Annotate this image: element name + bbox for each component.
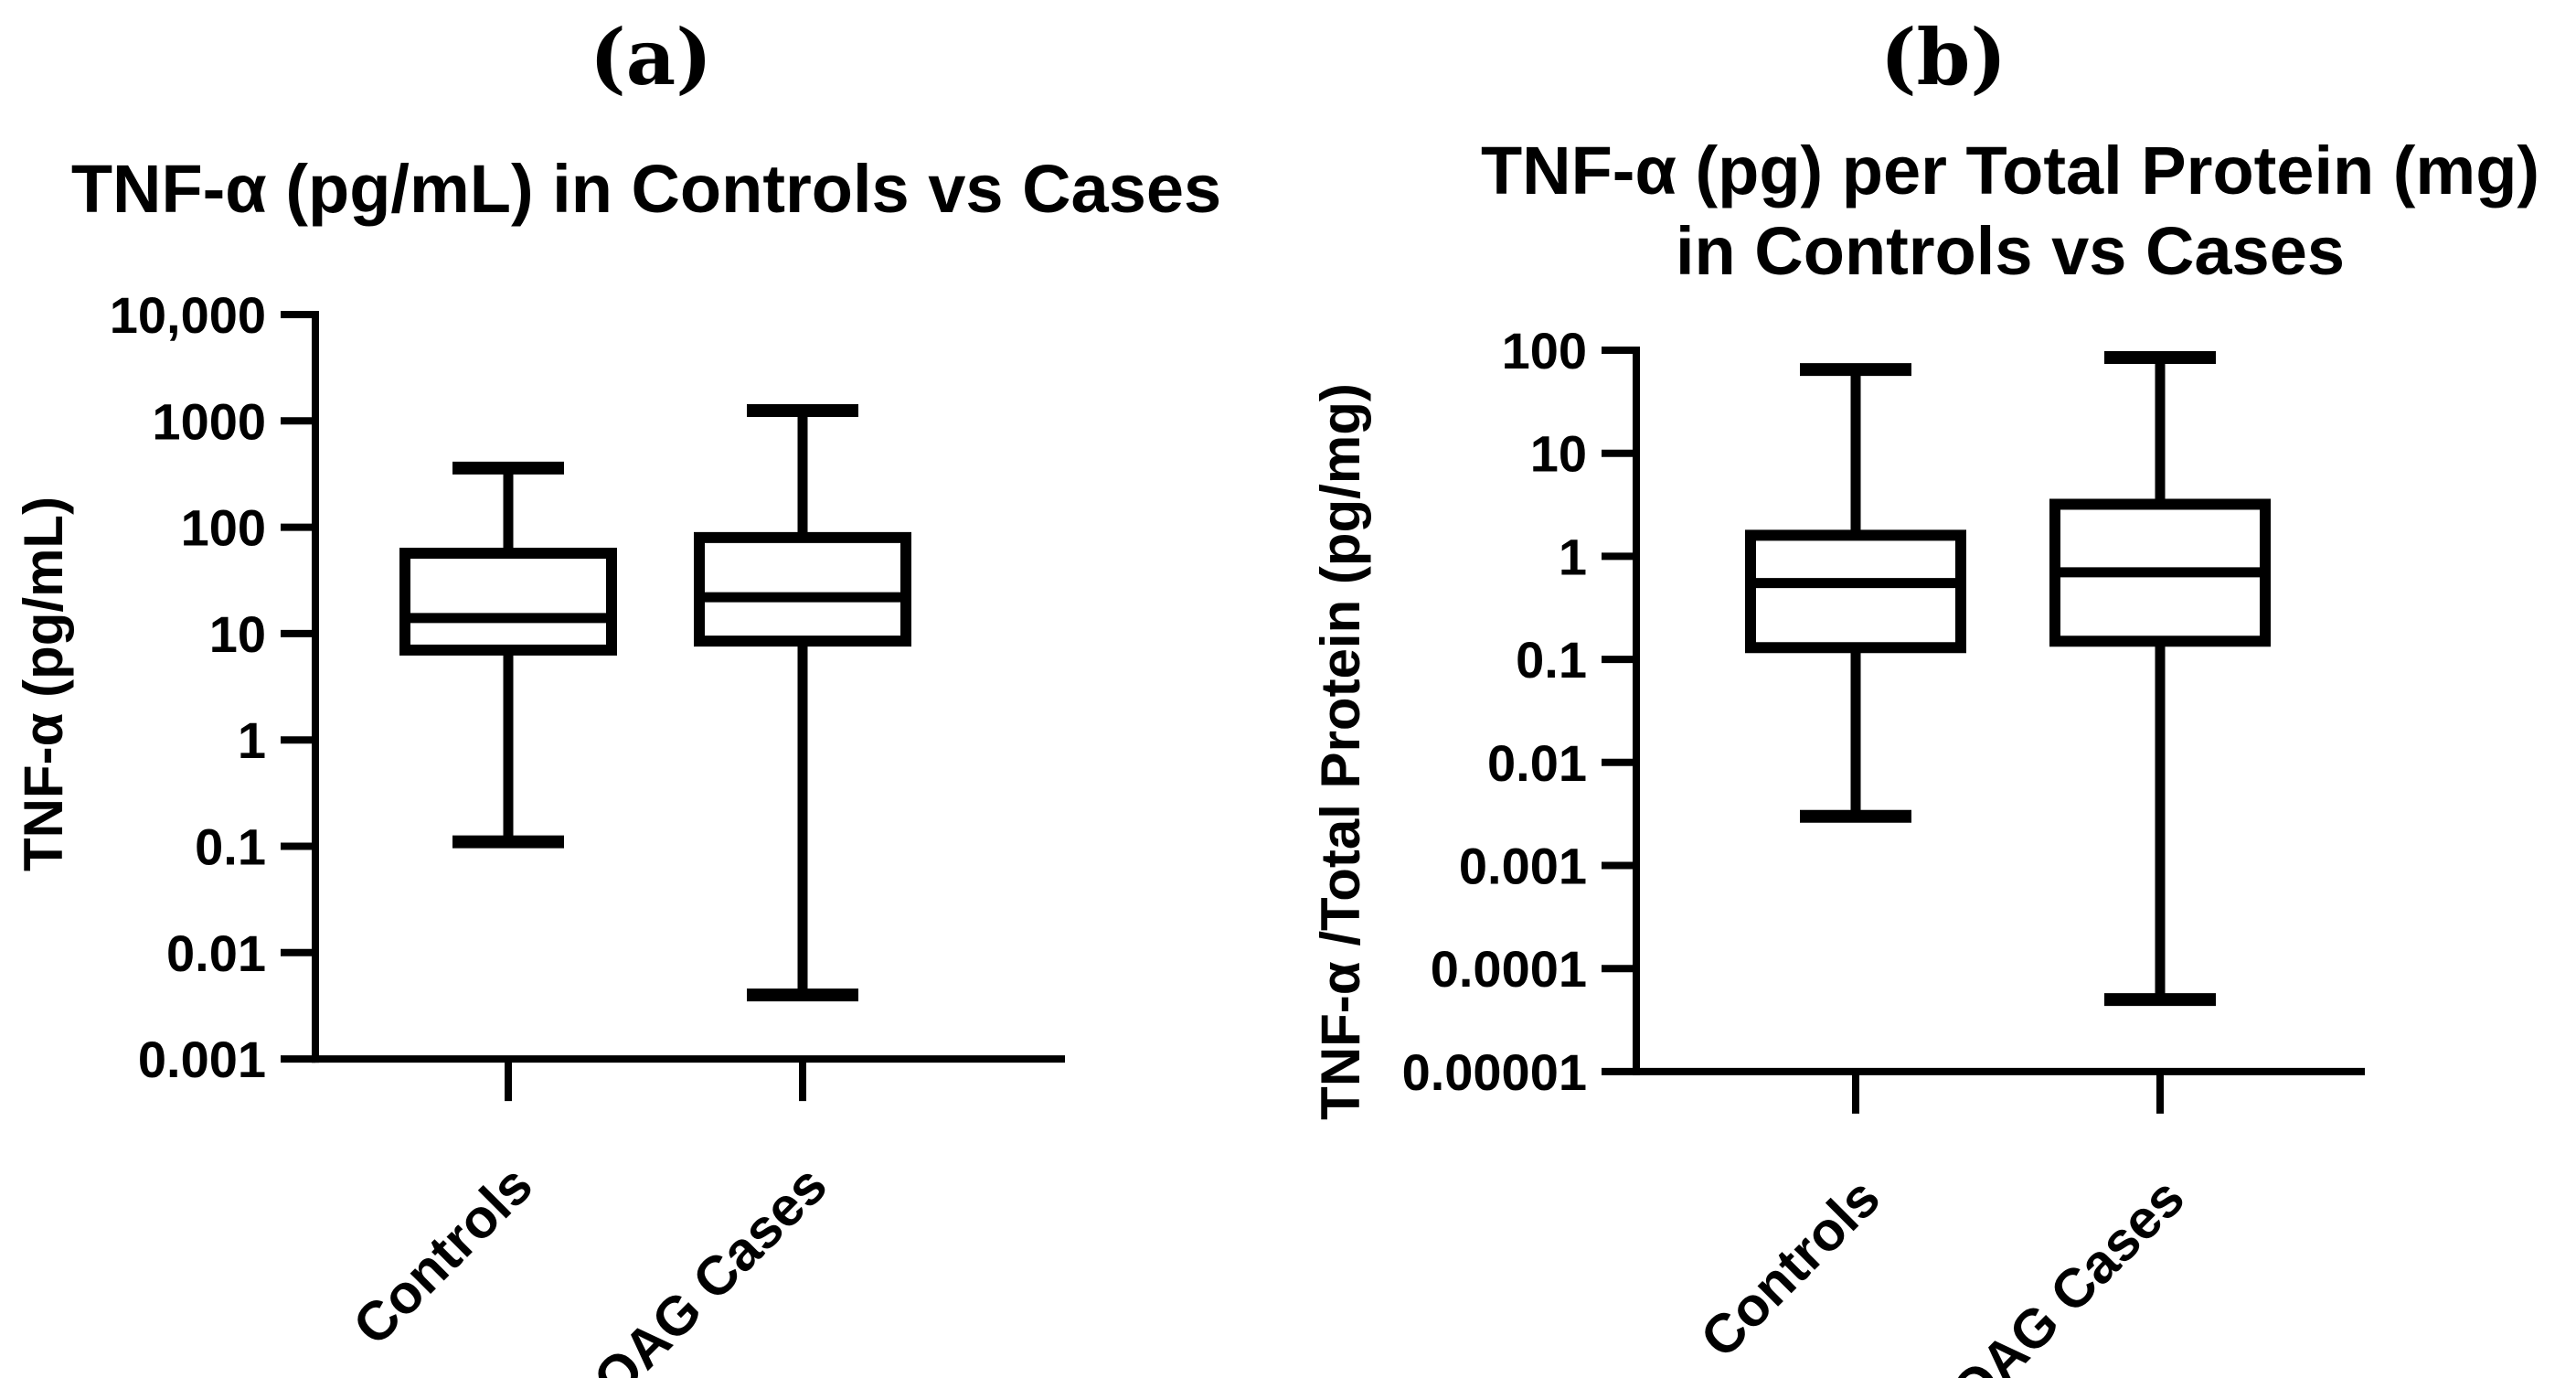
y-tick-label: 100	[181, 499, 266, 557]
category-label: POAG Cases	[556, 1154, 838, 1378]
panel-a: (a) TNF-α (pg/mL) in Controls vs Cases T…	[13, 12, 1221, 1378]
y-tick-label: 0.00001	[1402, 1043, 1587, 1101]
y-tick-label: 0.1	[1516, 631, 1587, 689]
box-rect	[1745, 529, 1966, 654]
panel-b-plot: (b) TNF-α (pg) per Total Protein (mg) in…	[1310, 12, 2539, 1378]
y-tick-label: 1000	[152, 392, 266, 450]
y-tick-label: 10,000	[110, 286, 266, 344]
panel-a-y-axis-label: TNF-α (pg/mL)	[13, 497, 74, 871]
y-tick-label: 0.01	[166, 924, 266, 982]
panel-b-title-line-2: in Controls vs Cases	[1676, 213, 2345, 289]
y-tick-label: 0.001	[138, 1031, 266, 1088]
panel-b-y-axis-label: TNF-α /Total Protein (pg/mg)	[1310, 383, 1371, 1120]
panel-b-title-line-1: TNF-α (pg) per Total Protein (mg)	[1481, 133, 2539, 208]
y-tick-label: 10	[209, 605, 266, 663]
box-rect	[694, 531, 911, 647]
category-label: Controls	[341, 1154, 544, 1357]
panel-b-tag: (b)	[1880, 12, 2007, 102]
y-tick-label: 1	[238, 711, 266, 769]
y-tick-label: 0.1	[195, 818, 266, 876]
category-label: POAG Cases	[1913, 1167, 2196, 1378]
panel-a-title: TNF-α (pg/mL) in Controls vs Cases	[71, 151, 1221, 227]
panel-a-plot: (a) TNF-α (pg/mL) in Controls vs Cases T…	[13, 12, 1221, 1378]
panel-a-tag: (a)	[590, 12, 712, 102]
y-tick-label: 0.0001	[1431, 940, 1587, 998]
y-tick-label: 100	[1502, 322, 1587, 379]
panel-a-plot-area: 10,000 1000 100 10 1 0.1 0.01 0.001 Controls POAG…	[110, 286, 1065, 1378]
y-tick-label: 1	[1559, 528, 1587, 585]
box-rect	[399, 547, 617, 656]
y-tick-label: 0.001	[1459, 838, 1587, 895]
category-label: Controls	[1688, 1167, 1891, 1370]
panel-b-plot-area: 100 10 1 0.1 0.01 0.001 0.0001 0.00001 Controls P…	[1402, 322, 2365, 1378]
y-tick-label: 0.01	[1487, 734, 1587, 792]
panel-b: (b) TNF-α (pg) per Total Protein (mg) in…	[1288, 0, 2576, 1378]
y-tick-label: 10	[1530, 425, 1587, 483]
